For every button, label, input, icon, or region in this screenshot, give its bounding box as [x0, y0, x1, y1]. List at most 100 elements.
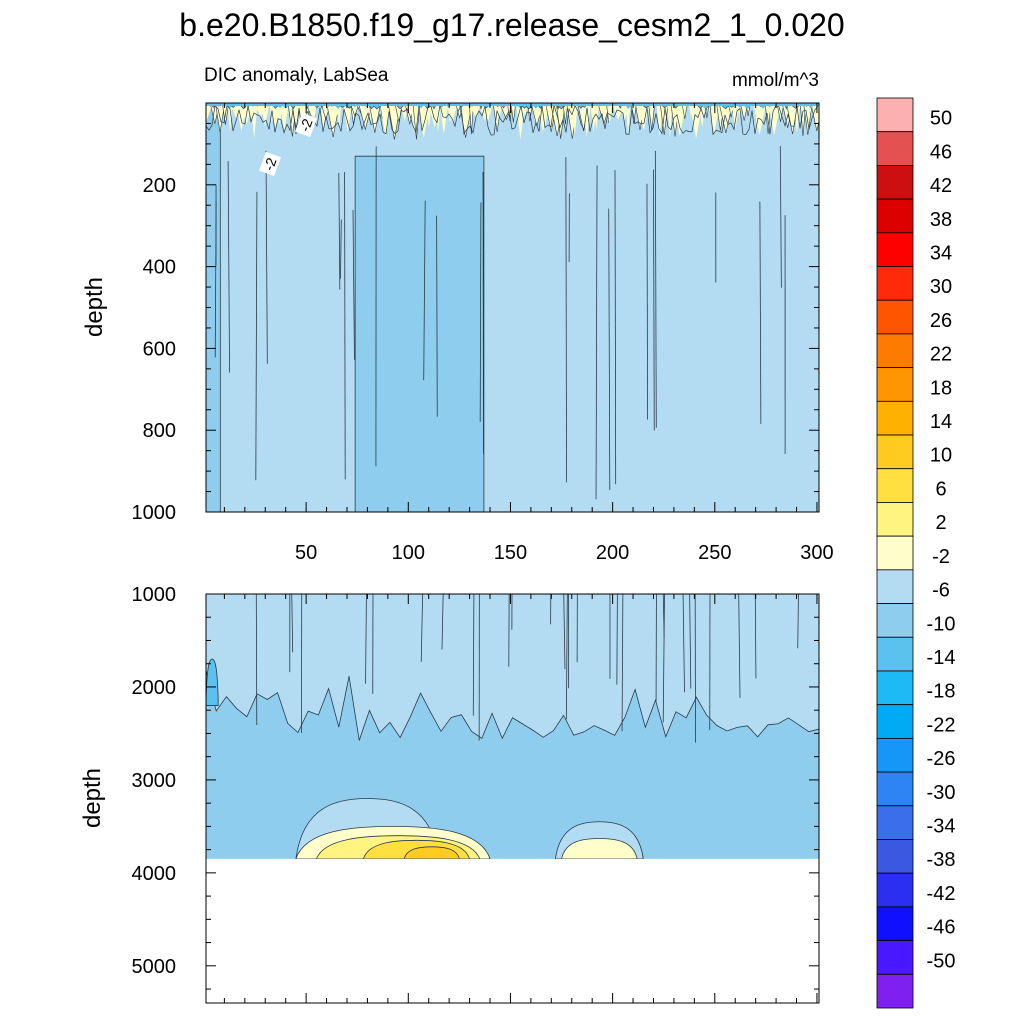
x-tick-label: 250 — [698, 542, 731, 564]
patch-mark — [660, 103, 669, 135]
contour-streak — [654, 150, 657, 428]
patch-mark — [350, 103, 360, 116]
y-tick-label: 800 — [143, 420, 176, 442]
patch-mark — [206, 103, 213, 123]
contour-streak — [682, 594, 685, 693]
patch-mark — [793, 103, 801, 133]
contour-label: -2 — [296, 116, 315, 133]
x-tick-label: 150 — [494, 542, 527, 564]
patch-mark — [516, 103, 525, 140]
colorbar-box — [876, 299, 914, 335]
contour-streak — [608, 208, 611, 491]
lower-plot-area — [206, 594, 819, 1003]
patch-edge — [510, 103, 517, 123]
upper-y-tick-labels: 200 400 600 800 1000 — [132, 175, 177, 524]
patch-mark — [380, 103, 391, 138]
contour-streak — [344, 172, 346, 480]
colorbar-label: 14 — [930, 411, 952, 433]
upper-background-fill — [206, 103, 819, 512]
patch-edge — [803, 103, 813, 135]
colorbar-box — [876, 232, 914, 267]
patch-edge — [527, 103, 533, 122]
x-tick-label: 100 — [392, 542, 425, 564]
colorbar-box — [876, 670, 914, 706]
patch-mark — [582, 103, 591, 137]
patch-mark — [510, 103, 516, 123]
colorbar-label: -34 — [927, 815, 956, 837]
patch-mark — [556, 103, 566, 139]
patch-mark — [326, 103, 340, 138]
figure-title: b.e20.B1850.f19_g17.release_cesm2_1_0.02… — [179, 7, 844, 43]
colorbar-box — [876, 434, 914, 470]
patch-mark — [708, 103, 721, 134]
upper-subtitle-left: DIC anomaly, LabSea — [204, 65, 389, 86]
patch-mark — [731, 103, 740, 129]
patch-mark — [689, 103, 703, 139]
patch-edge — [555, 103, 566, 139]
patch-mark — [768, 103, 781, 136]
colorbar-box — [876, 771, 914, 807]
colorbar-box — [876, 333, 914, 369]
y-tick-label: 4000 — [132, 863, 177, 885]
patch-edge — [810, 103, 819, 131]
y-tick-label: 1000 — [132, 584, 177, 606]
contour-streak — [441, 594, 444, 650]
lower-y-axis-label: depth — [79, 768, 106, 828]
colorbar-label: 30 — [930, 276, 952, 298]
colorbar-box — [876, 367, 914, 402]
contour-streak — [436, 215, 438, 417]
patch-mark — [291, 103, 301, 128]
patch-mark — [648, 103, 655, 131]
colorbar-label: -22 — [927, 714, 956, 736]
colorbar-label: 22 — [930, 344, 952, 366]
upper-panel: DIC anomaly, LabSea mmol/m^3 50 100 150 200… — [81, 65, 834, 564]
contour-label: -2 — [260, 155, 279, 172]
lower-plot-frame — [205, 593, 820, 1004]
colorbar-box — [876, 468, 914, 503]
colorbar-box — [876, 704, 914, 739]
upper-y-axis-label: depth — [81, 277, 108, 337]
contour-streak — [340, 219, 342, 279]
patch-edge — [562, 103, 569, 125]
upper-axis-ticks — [206, 103, 819, 513]
contour-streak — [614, 170, 617, 485]
colorbar-label: -10 — [927, 613, 956, 635]
colorbar-label: 18 — [930, 377, 952, 399]
surface-dark-band — [206, 103, 819, 106]
upper-plot-area — [206, 103, 819, 512]
patch-edge — [221, 103, 230, 125]
patch-mark — [250, 103, 258, 139]
colorbar-box — [876, 737, 914, 773]
upper-contour-labels: -2 -2 — [259, 112, 317, 177]
contour-region — [403, 846, 460, 860]
y-tick-label: 200 — [143, 175, 176, 197]
contour-streak — [227, 161, 230, 373]
colorbar-box — [876, 165, 914, 200]
patch-edge — [704, 103, 710, 119]
x-tick-label: 200 — [596, 542, 629, 564]
colorbar-box — [876, 569, 914, 604]
patch-edge — [394, 103, 404, 122]
patch-mark — [667, 103, 673, 138]
colorbar: 50 46 42 38 34 30 26 22 18 14 10 6 2 -2 -6 -10 -14 -18 -22… — [876, 97, 956, 1009]
contour-streak — [616, 594, 618, 685]
contour-region — [354, 155, 485, 512]
colorbar-box — [876, 502, 914, 537]
lower-panel: 1000 2000 3000 4000 5000 depth — [79, 584, 820, 1004]
colorbar-label: 6 — [935, 478, 946, 500]
y-tick-label: 600 — [143, 338, 176, 360]
contour-region — [206, 658, 219, 706]
colorbar-label: -42 — [927, 883, 956, 905]
contour-streak — [565, 594, 568, 720]
patch-mark — [593, 103, 600, 130]
colorbar-label: -46 — [927, 917, 956, 939]
colorbar-label: 50 — [930, 108, 952, 130]
contour-region — [561, 838, 638, 860]
colorbar-label: -6 — [932, 580, 950, 602]
colorbar-box — [876, 636, 914, 672]
colorbar-label: 2 — [935, 512, 946, 534]
contour-streak — [595, 165, 598, 500]
contour-streak — [265, 150, 268, 364]
patch-mark — [563, 103, 568, 125]
contour-streak — [420, 594, 424, 662]
